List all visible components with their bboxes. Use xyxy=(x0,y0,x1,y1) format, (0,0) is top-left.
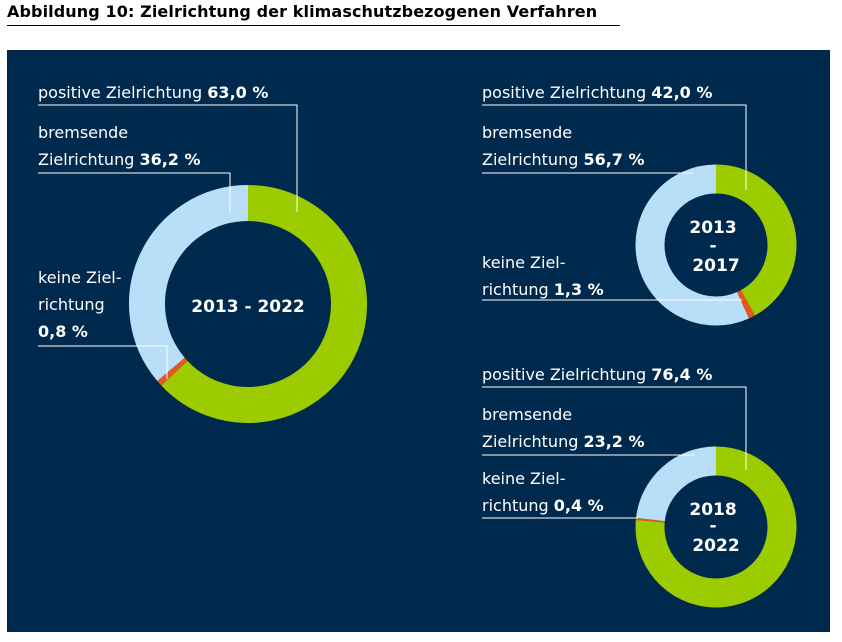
donut-chart-2018-2022: 2018 - 2022 positive Zielrichtung 76,4 %… xyxy=(482,365,797,608)
chart-2-label-keine: keine Ziel- richtung 1,3 % xyxy=(482,253,604,299)
chart-3-label-positive: positive Zielrichtung 76,4 % xyxy=(482,365,712,384)
donut-chart-2013-2017: 2013 - 2017 positive Zielrichtung 42,0 %… xyxy=(482,83,797,326)
chart-1-label-keine: keine Ziel- richtung 0,8 % xyxy=(38,268,127,341)
donut-slice-bremsend xyxy=(129,185,249,381)
chart-3-label-keine: keine Ziel- richtung 0,4 % xyxy=(482,469,604,515)
donut-chart-2013-2022: 2013 - 2022 positive Zielrichtung 63,0 %… xyxy=(38,83,367,423)
donut-slice-positive xyxy=(715,164,797,316)
figure-title: Abbildung 10: Zielrichtung der klimaschu… xyxy=(7,2,598,21)
donut-slice-positive xyxy=(161,185,367,423)
donut-slice-bremsend xyxy=(636,446,717,522)
chart-2-label-positive: positive Zielrichtung 42,0 % xyxy=(482,83,712,102)
donut-slice-keine xyxy=(736,290,755,319)
leader-line xyxy=(38,172,231,212)
donut-slice-keine xyxy=(157,357,188,386)
chart-1-label-positive: positive Zielrichtung 63,0 % xyxy=(38,83,268,102)
chart-1-center-label: 2013 - 2022 xyxy=(191,297,305,317)
chart-2-slices xyxy=(635,164,797,326)
chart-2-leaders xyxy=(482,104,747,301)
donut-slice-bremsend xyxy=(635,164,749,326)
chart-2-center-label: 2013 - 2017 xyxy=(689,218,742,276)
chart-1-label-bremsend: bremsende Zielrichtung 36,2 % xyxy=(38,123,201,169)
leader-line xyxy=(482,386,747,470)
chart-1-leaders xyxy=(38,104,298,379)
chart-3-slices xyxy=(635,446,797,608)
leader-line xyxy=(482,104,747,190)
chart-1-slices xyxy=(129,185,367,423)
chart-3-leaders xyxy=(482,386,747,519)
title-underline xyxy=(7,25,620,26)
donut-slice-positive xyxy=(635,446,797,608)
leader-line xyxy=(38,345,168,379)
chart-3-label-bremsend: bremsende Zielrichtung 23,2 % xyxy=(482,405,645,451)
chart-3-center-label: 2018 - 2022 xyxy=(689,500,742,556)
chart-1-center-line: 2013 - 2022 xyxy=(191,297,305,317)
chart-2-label-bremsend: bremsende Zielrichtung 56,7 % xyxy=(482,123,645,169)
leader-line xyxy=(38,104,298,212)
